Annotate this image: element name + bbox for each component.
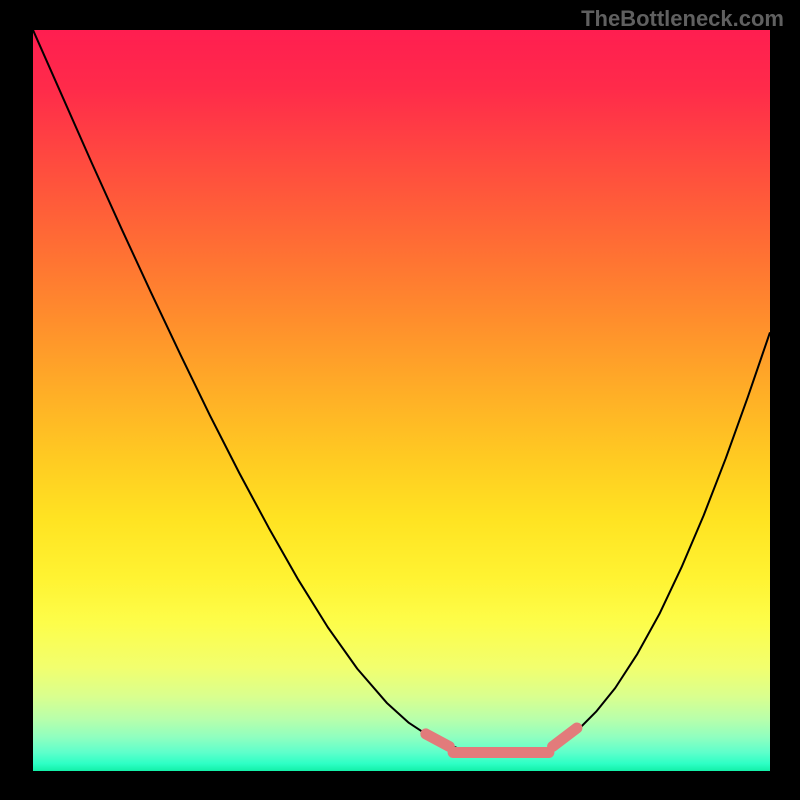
chart-container: TheBottleneck.com [0, 0, 800, 800]
watermark-text: TheBottleneck.com [581, 6, 784, 32]
plot-svg [33, 30, 770, 771]
plot-area [33, 30, 770, 771]
gradient-background [33, 30, 770, 771]
